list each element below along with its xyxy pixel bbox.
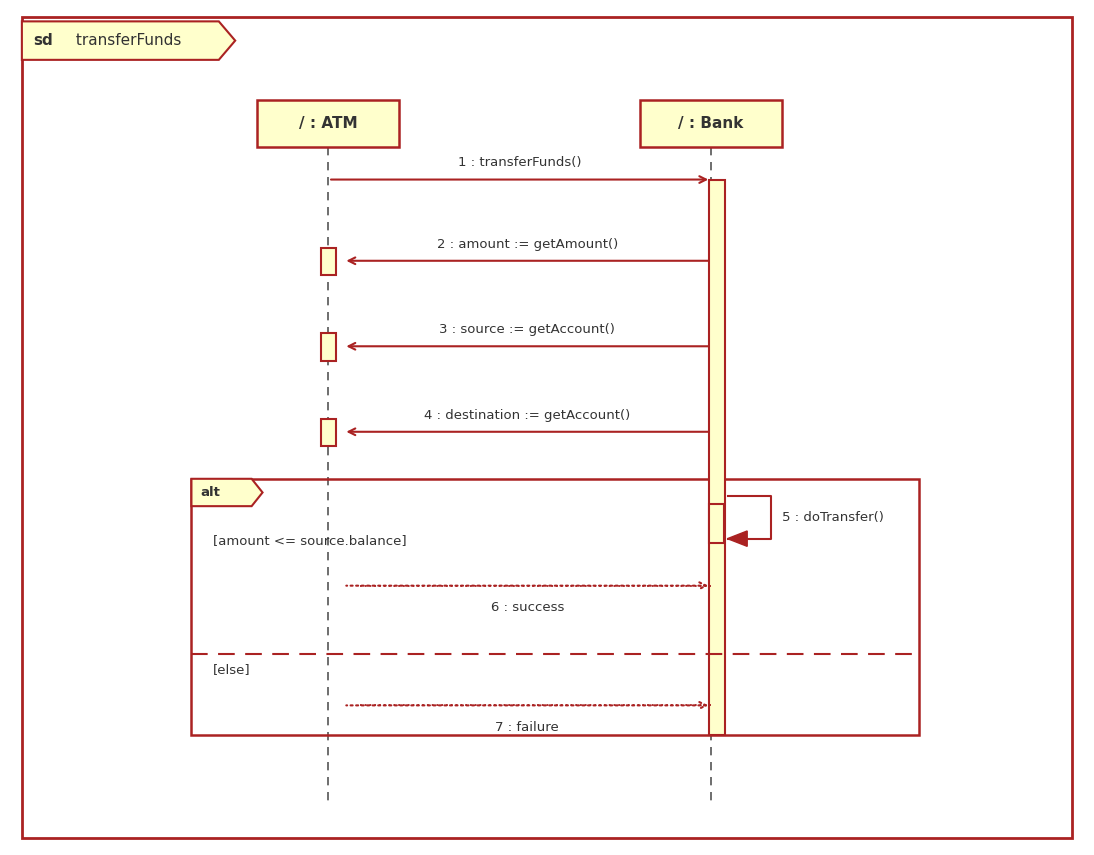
Text: sd: sd — [33, 33, 53, 48]
FancyBboxPatch shape — [22, 17, 1072, 838]
Polygon shape — [728, 531, 747, 546]
Text: 1 : transferFunds(): 1 : transferFunds() — [458, 156, 581, 169]
Text: 7 : failure: 7 : failure — [496, 721, 559, 734]
Text: 6 : success: 6 : success — [490, 601, 565, 614]
FancyBboxPatch shape — [321, 333, 336, 361]
Text: transferFunds: transferFunds — [71, 33, 182, 48]
Text: 3 : source := getAccount(): 3 : source := getAccount() — [440, 323, 615, 336]
Polygon shape — [22, 21, 235, 60]
Text: 5 : doTransfer(): 5 : doTransfer() — [782, 510, 884, 524]
Text: [else]: [else] — [213, 663, 251, 675]
FancyBboxPatch shape — [640, 100, 782, 147]
FancyBboxPatch shape — [709, 180, 725, 735]
FancyBboxPatch shape — [709, 504, 724, 543]
FancyBboxPatch shape — [257, 100, 399, 147]
Text: / : ATM: / : ATM — [299, 116, 358, 132]
Text: 2 : amount := getAmount(): 2 : amount := getAmount() — [437, 238, 618, 251]
Text: 4 : destination := getAccount(): 4 : destination := getAccount() — [424, 409, 630, 422]
Text: alt: alt — [200, 486, 220, 499]
Polygon shape — [191, 479, 263, 506]
Text: / : Bank: / : Bank — [678, 116, 744, 132]
FancyBboxPatch shape — [321, 248, 336, 275]
Text: [amount <= source.balance]: [amount <= source.balance] — [213, 534, 407, 547]
FancyBboxPatch shape — [321, 419, 336, 446]
